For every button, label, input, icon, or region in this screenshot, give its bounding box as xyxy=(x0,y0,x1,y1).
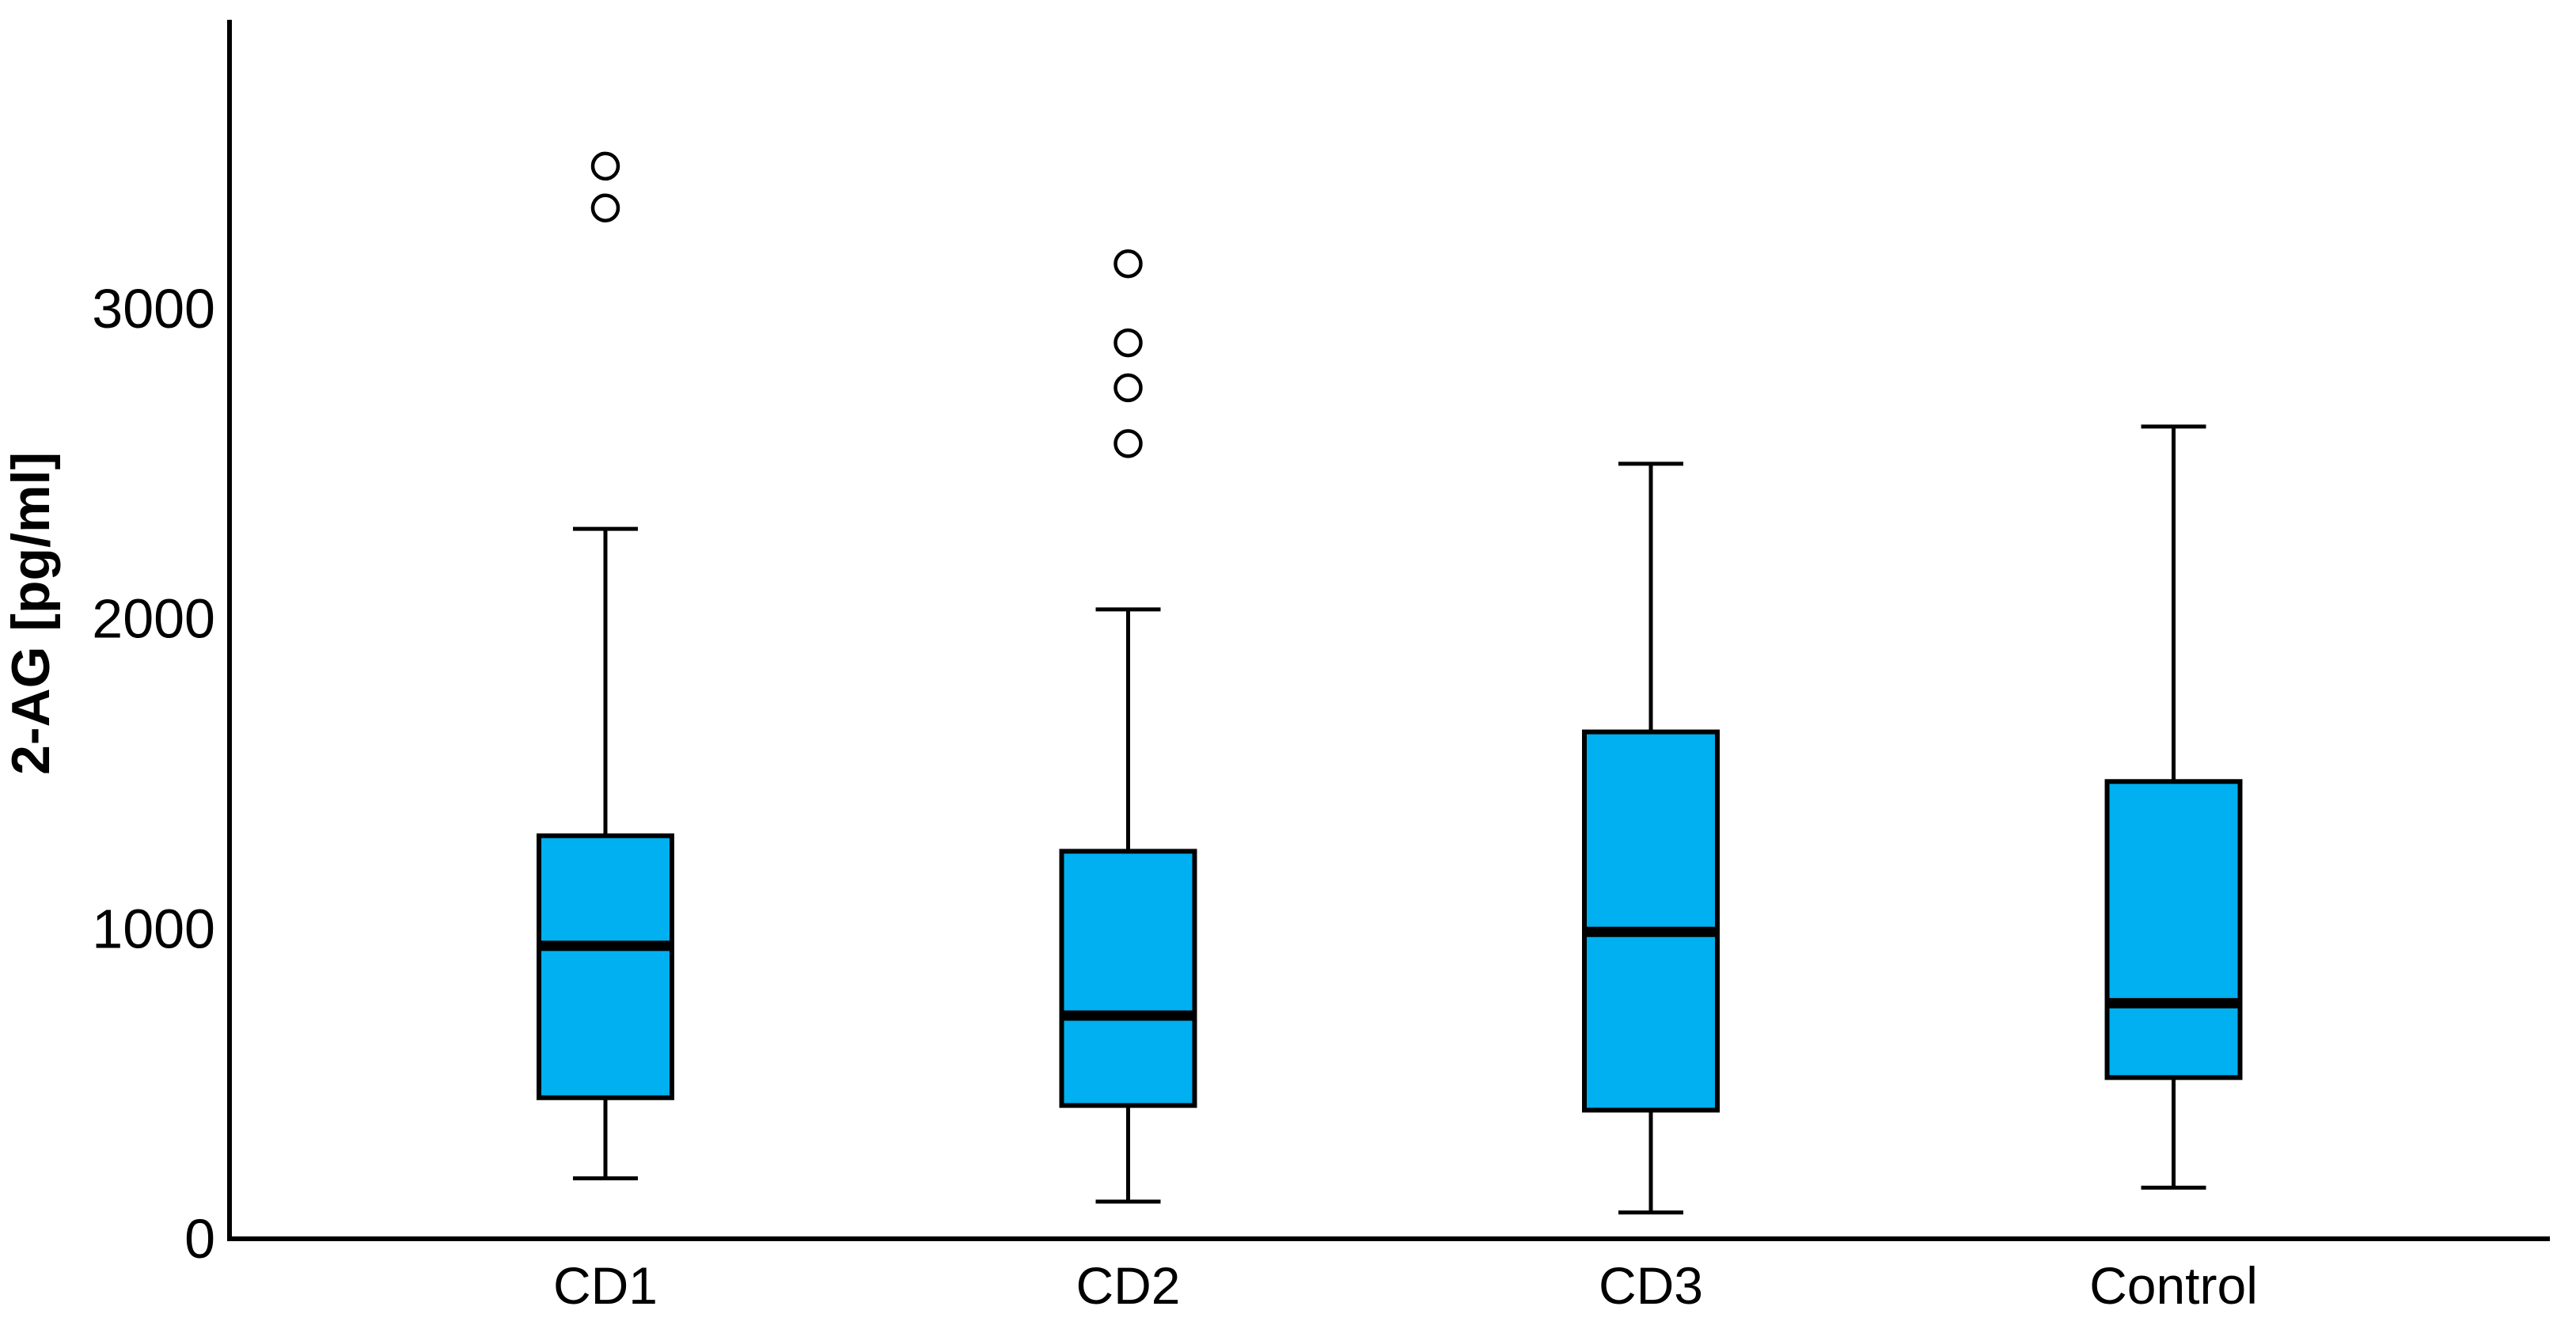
x-category-labels-layer: CD1 CD2 CD3 Control xyxy=(553,1256,2258,1315)
box-group-CD1 xyxy=(537,151,674,1181)
y-tick-label-1000: 1000 xyxy=(92,898,215,959)
x-category-label-CD1: CD1 xyxy=(553,1256,658,1315)
iqr-box-Control xyxy=(2104,779,2243,1080)
x-category-label-CD3: CD3 xyxy=(1599,1256,1703,1315)
x-category-label-Control: Control xyxy=(2089,1256,2258,1315)
x-category-label-CD2: CD2 xyxy=(1076,1256,1180,1315)
iqr-box-CD1 xyxy=(537,833,674,1100)
iqr-box-CD2 xyxy=(1059,849,1197,1108)
y-tick-label-2000: 2000 xyxy=(92,588,215,650)
outlier-point-CD2-3 xyxy=(1113,328,1143,358)
outlier-point-CD2-1 xyxy=(1113,429,1143,458)
y-tick-labels-layer: 0 1000 2000 3000 xyxy=(92,278,215,1270)
y-tick-label-0: 0 xyxy=(184,1208,215,1270)
outlier-point-CD1-2 xyxy=(590,151,620,181)
iqr-box-CD3 xyxy=(1582,729,1720,1113)
outlier-point-CD2-2 xyxy=(1113,373,1143,403)
box-group-CD3 xyxy=(1582,461,1720,1215)
outlier-point-CD2-4 xyxy=(1113,249,1143,279)
y-tick-label-3000: 3000 xyxy=(92,278,215,340)
box-group-CD2 xyxy=(1059,249,1197,1204)
outlier-point-CD1-1 xyxy=(590,193,620,222)
y-axis-title: 2-AG [pg/ml] xyxy=(1,452,61,775)
boxplots-layer xyxy=(537,151,2243,1215)
box-group-Control xyxy=(2104,424,2243,1190)
